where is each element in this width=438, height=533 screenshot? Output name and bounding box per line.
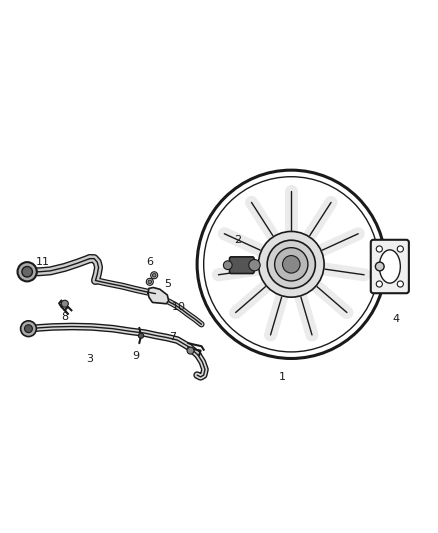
Circle shape: [21, 321, 36, 336]
Circle shape: [223, 261, 232, 270]
Text: 9: 9: [132, 351, 139, 361]
Text: 11: 11: [36, 257, 50, 267]
Circle shape: [152, 273, 156, 277]
Circle shape: [283, 255, 300, 273]
Circle shape: [146, 278, 153, 285]
Circle shape: [22, 266, 32, 277]
Text: 2: 2: [234, 235, 241, 245]
Circle shape: [197, 170, 385, 359]
Circle shape: [187, 347, 194, 354]
Text: 10: 10: [172, 302, 186, 312]
Circle shape: [61, 300, 68, 307]
Text: 1: 1: [279, 372, 286, 382]
Text: 5: 5: [164, 279, 171, 289]
Circle shape: [249, 260, 260, 271]
Polygon shape: [148, 287, 169, 304]
Text: 4: 4: [393, 314, 400, 324]
FancyBboxPatch shape: [371, 240, 409, 293]
FancyBboxPatch shape: [230, 257, 254, 273]
Circle shape: [258, 231, 324, 297]
Circle shape: [18, 262, 37, 281]
Circle shape: [376, 281, 382, 287]
Circle shape: [208, 181, 374, 348]
Circle shape: [138, 333, 144, 338]
Circle shape: [151, 272, 158, 279]
Ellipse shape: [379, 250, 400, 283]
Text: 6: 6: [146, 257, 153, 267]
Circle shape: [267, 240, 315, 288]
Circle shape: [397, 246, 403, 252]
Circle shape: [376, 246, 382, 252]
Text: 8: 8: [61, 312, 68, 322]
Circle shape: [375, 262, 384, 271]
Circle shape: [275, 248, 308, 281]
Text: 7: 7: [170, 332, 177, 342]
Circle shape: [25, 325, 32, 333]
Text: 3: 3: [86, 354, 93, 365]
Circle shape: [397, 281, 403, 287]
Circle shape: [148, 280, 152, 284]
